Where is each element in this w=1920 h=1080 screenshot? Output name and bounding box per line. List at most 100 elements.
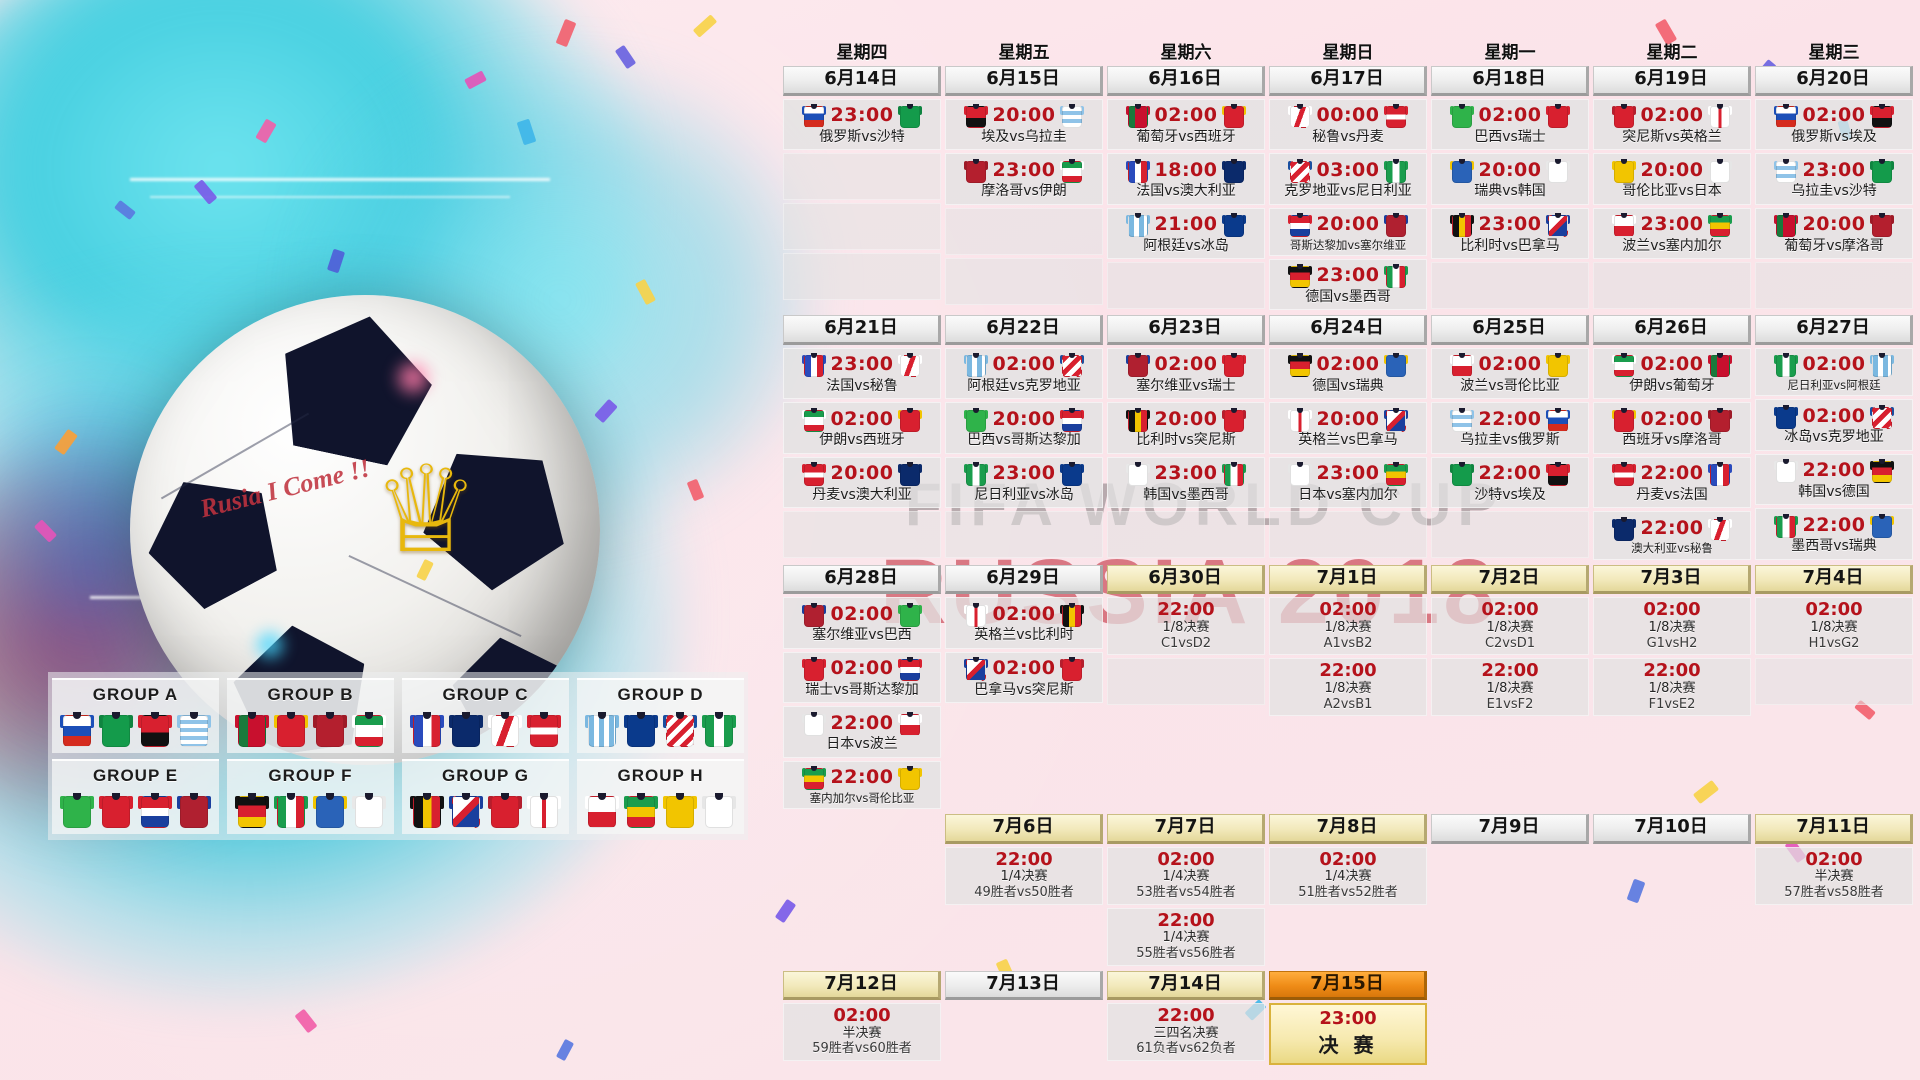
match-cell[interactable]: 23:00 乌拉圭vs沙特 [1755,153,1913,205]
match-cell[interactable]: 22:00 墨西哥vs瑞典 [1755,508,1913,560]
group-box-group-f[interactable]: GROUP F [227,759,394,834]
match-cell[interactable]: 02:00 伊朗vs西班牙 [783,402,941,454]
match-cell[interactable]: 02:00 瑞士vs哥斯达黎加 [783,651,941,704]
date-chip[interactable]: 7月3日 [1593,564,1751,595]
match-cell[interactable]: 20:00 哥伦比亚vs日本 [1593,153,1751,205]
knockout-match-cell[interactable]: 02:00 1/8决赛 C2vsD1 [1431,597,1589,656]
match-cell[interactable]: 23:00 摩洛哥vs伊朗 [945,153,1103,205]
match-cell[interactable]: 22:00 塞内加尔vs哥伦比亚 [783,760,941,810]
match-cell[interactable]: 02:00 葡萄牙vs西班牙 [1107,98,1265,150]
match-cell[interactable]: 20:00 埃及vs乌拉圭 [945,98,1103,150]
date-chip[interactable]: 7月1日 [1269,564,1427,595]
knockout-match-cell[interactable]: 22:00 1/8决赛 C1vsD2 [1107,597,1265,656]
knockout-match-cell[interactable]: 02:00 1/4决赛 51胜者vs52胜者 [1269,846,1427,905]
match-cell[interactable]: 23:00 韩国vs墨西哥 [1107,456,1265,509]
match-cell[interactable]: 02:00 英格兰vs比利时 [945,597,1103,649]
date-chip[interactable]: 7月15日 [1269,970,1427,1001]
date-chip[interactable]: 6月14日 [783,66,941,96]
knockout-match-cell[interactable]: 02:00 半决赛 57胜者vs58胜者 [1755,846,1913,905]
date-chip[interactable]: 6月18日 [1431,66,1589,96]
match-cell[interactable]: 20:00 英格兰vs巴拿马 [1269,402,1427,454]
match-cell[interactable]: 02:00 尼日利亚vs阿根廷 [1755,347,1913,397]
date-chip[interactable]: 6月20日 [1755,66,1913,96]
match-cell[interactable]: 23:00 俄罗斯vs沙特 [783,98,941,150]
match-cell[interactable]: 00:00 秘鲁vs丹麦 [1269,98,1427,150]
match-cell[interactable]: 20:00 比利时vs突尼斯 [1107,402,1265,454]
group-box-group-g[interactable]: GROUP G [402,759,569,834]
match-cell[interactable]: 22:00 澳大利亚vs秘鲁 [1593,511,1751,560]
date-chip[interactable]: 6月25日 [1431,315,1589,345]
match-cell[interactable]: 22:00 丹麦vs法国 [1593,456,1751,509]
match-cell[interactable]: 23:00 法国vs秘鲁 [783,347,941,400]
date-chip[interactable]: 6月15日 [945,66,1103,96]
knockout-match-cell[interactable]: 22:00 1/8决赛 A2vsB1 [1269,658,1427,717]
date-chip[interactable]: 7月14日 [1107,970,1265,1001]
match-cell[interactable]: 02:00 突尼斯vs英格兰 [1593,98,1751,150]
match-cell[interactable]: 20:00 巴西vs哥斯达黎加 [945,402,1103,454]
knockout-match-cell[interactable]: 22:00 1/8决赛 F1vsE2 [1593,658,1751,717]
match-cell[interactable]: 20:00 哥斯达黎加vs塞尔维亚 [1269,207,1427,256]
date-chip[interactable]: 7月7日 [1107,814,1265,844]
match-cell[interactable]: 23:00 比利时vs巴拿马 [1431,207,1589,259]
match-cell[interactable]: 23:00 尼日利亚vs冰岛 [945,456,1103,509]
match-cell[interactable]: 18:00 法国vs澳大利亚 [1107,153,1265,205]
date-chip[interactable]: 7月8日 [1269,814,1427,844]
match-cell[interactable]: 22:00 乌拉圭vs俄罗斯 [1431,402,1589,454]
group-box-group-e[interactable]: GROUP E [52,759,219,834]
date-chip[interactable]: 6月29日 [945,564,1103,595]
date-chip[interactable]: 7月12日 [783,970,941,1001]
date-chip[interactable]: 6月17日 [1269,66,1427,96]
group-box-group-a[interactable]: GROUP A [52,678,219,753]
match-cell[interactable]: 23:00 波兰vs塞内加尔 [1593,207,1751,259]
match-cell[interactable]: 02:00 德国vs瑞典 [1269,347,1427,400]
match-cell[interactable]: 02:00 俄罗斯vs埃及 [1755,98,1913,150]
date-chip[interactable]: 6月27日 [1755,315,1913,345]
date-chip[interactable]: 7月10日 [1593,814,1751,844]
match-cell[interactable]: 02:00 塞尔维亚vs瑞士 [1107,347,1265,400]
knockout-match-cell[interactable]: 22:00 三四名决赛 61负者vs62负者 [1107,1003,1265,1062]
knockout-match-cell[interactable]: 22:00 1/8决赛 E1vsF2 [1431,658,1589,717]
date-chip[interactable]: 6月30日 [1107,564,1265,595]
match-cell[interactable]: 02:00 阿根廷vs克罗地亚 [945,347,1103,400]
date-chip[interactable]: 7月4日 [1755,564,1913,595]
final-match-cell[interactable]: 23:00 决 赛 [1269,1003,1427,1066]
match-cell[interactable]: 02:00 巴拿马vs突尼斯 [945,651,1103,704]
knockout-match-cell[interactable]: 22:00 1/4决赛 49胜者vs50胜者 [945,846,1103,905]
date-chip[interactable]: 6月23日 [1107,315,1265,345]
knockout-match-cell[interactable]: 02:00 1/8决赛 G1vsH2 [1593,597,1751,656]
date-chip[interactable]: 6月16日 [1107,66,1265,96]
group-box-group-c[interactable]: GROUP C [402,678,569,753]
date-chip[interactable]: 7月2日 [1431,564,1589,595]
knockout-match-cell[interactable]: 22:00 1/4决赛 55胜者vs56胜者 [1107,907,1265,966]
date-chip[interactable]: 6月26日 [1593,315,1751,345]
match-cell[interactable]: 02:00 冰岛vs克罗地亚 [1755,399,1913,451]
match-cell[interactable]: 22:00 沙特vs埃及 [1431,456,1589,509]
match-cell[interactable]: 20:00 葡萄牙vs摩洛哥 [1755,207,1913,259]
date-chip[interactable]: 6月22日 [945,315,1103,345]
knockout-match-cell[interactable]: 02:00 半决赛 59胜者vs60胜者 [783,1003,941,1062]
date-chip[interactable]: 6月19日 [1593,66,1751,96]
date-chip[interactable]: 6月28日 [783,564,941,595]
match-cell[interactable]: 22:00 日本vs波兰 [783,706,941,758]
group-box-group-b[interactable]: GROUP B [227,678,394,753]
match-cell[interactable]: 03:00 克罗地亚vs尼日利亚 [1269,153,1427,205]
knockout-match-cell[interactable]: 02:00 1/4决赛 53胜者vs54胜者 [1107,846,1265,905]
match-cell[interactable]: 23:00 德国vs墨西哥 [1269,258,1427,311]
match-cell[interactable]: 02:00 波兰vs哥伦比亚 [1431,347,1589,400]
date-chip[interactable]: 6月24日 [1269,315,1427,345]
date-chip[interactable]: 7月9日 [1431,814,1589,844]
match-cell[interactable]: 02:00 巴西vs瑞士 [1431,98,1589,150]
match-cell[interactable]: 21:00 阿根廷vs冰岛 [1107,207,1265,259]
knockout-match-cell[interactable]: 02:00 1/8决赛 H1vsG2 [1755,597,1913,656]
match-cell[interactable]: 22:00 韩国vs德国 [1755,453,1913,506]
match-cell[interactable]: 02:00 伊朗vs葡萄牙 [1593,347,1751,400]
match-cell[interactable]: 20:00 瑞典vs韩国 [1431,153,1589,205]
group-box-group-d[interactable]: GROUP D [577,678,744,753]
match-cell[interactable]: 02:00 西班牙vs摩洛哥 [1593,402,1751,454]
match-cell[interactable]: 20:00 丹麦vs澳大利亚 [783,456,941,509]
match-cell[interactable]: 02:00 塞尔维亚vs巴西 [783,597,941,649]
date-chip[interactable]: 7月13日 [945,970,1103,1001]
date-chip[interactable]: 6月21日 [783,315,941,345]
match-cell[interactable]: 23:00 日本vs塞内加尔 [1269,456,1427,509]
date-chip[interactable]: 7月6日 [945,814,1103,844]
